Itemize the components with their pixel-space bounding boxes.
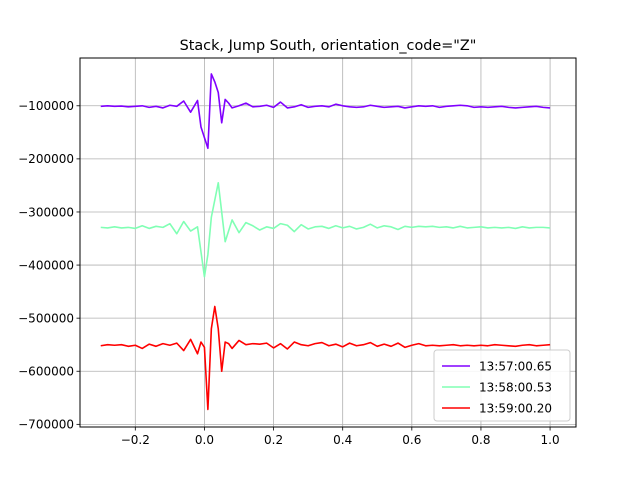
x-tick-label: 0.4 — [333, 433, 352, 447]
x-tick-label: 0.0 — [195, 433, 214, 447]
y-tick-label: −400000 — [18, 258, 74, 272]
y-tick-label: −200000 — [18, 152, 74, 166]
legend-box — [433, 349, 571, 422]
grid-layer — [80, 58, 576, 427]
legend: 13:57:00.65 13:58:00.53 13:59:00.20 — [433, 349, 571, 422]
x-tick-label: 0.8 — [471, 433, 490, 447]
y-axis-ticks: −700000 −600000 −500000 −400000 −300000 −2000… — [18, 99, 80, 432]
y-tick-label: −500000 — [18, 311, 74, 325]
legend-label: 13:57:00.65 — [479, 359, 552, 373]
x-tick-label: 0.2 — [264, 433, 283, 447]
chart-title: Stack, Jump South, orientation_code="Z" — [180, 38, 477, 54]
y-tick-label: −300000 — [18, 205, 74, 219]
series-line-1 — [100, 73, 551, 150]
series-layer — [100, 73, 551, 411]
plot-frame — [79, 57, 577, 428]
y-tick-label: −600000 — [18, 365, 74, 379]
legend-label: 13:59:00.20 — [479, 401, 552, 415]
x-tick-label: −0.2 — [121, 433, 150, 447]
legend-label: 13:58:00.53 — [479, 380, 552, 394]
x-tick-label: 0.6 — [402, 433, 421, 447]
series-line-3 — [100, 305, 551, 411]
series-line-2 — [100, 181, 551, 278]
y-tick-label: −700000 — [18, 418, 74, 432]
y-tick-label: −100000 — [18, 99, 74, 113]
x-tick-label: 1.0 — [541, 433, 560, 447]
x-axis-ticks: −0.2 0.0 0.2 0.4 0.6 0.8 1.0 — [121, 427, 560, 447]
